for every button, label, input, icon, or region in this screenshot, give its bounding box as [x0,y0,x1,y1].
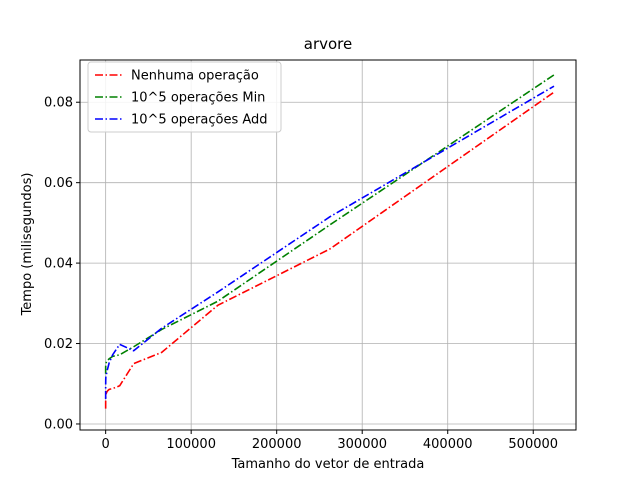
legend-label: Nenhuma operação [131,69,259,84]
x-tick-label: 500000 [508,437,558,452]
legend-box [87,61,282,133]
legend-label: 10^5 operações Min [131,91,265,106]
y-tick-label: 0.00 [44,417,73,432]
x-tick-label: 100000 [166,437,216,452]
x-tick-label: 200000 [252,437,302,452]
y-tick-label: 0.06 [44,176,73,191]
x-tick-label: 300000 [337,437,387,452]
legend: Nenhuma operação 10^5 operações Min 10^5 o… [87,61,282,133]
y-axis-label: Tempo (milisegundos) [20,173,35,317]
legend-label: 10^5 operações Add [131,113,268,128]
axis-ticks: 0 100000 200000 300000 400000 500000 0.00 0.02 0… [44,96,558,452]
x-tick-label: 0 [102,437,110,452]
y-tick-label: 0.08 [44,96,73,111]
x-axis-label: Tamanho do vetor de entrada [231,457,425,472]
y-tick-label: 0.04 [44,257,73,272]
chart-title: arvore [304,35,352,53]
series-line-2 [104,74,555,374]
y-tick-label: 0.02 [44,337,73,352]
plot-frame [79,59,577,431]
series-line-3 [104,85,555,400]
series-lines [104,74,555,409]
x-tick-label: 400000 [423,437,473,452]
